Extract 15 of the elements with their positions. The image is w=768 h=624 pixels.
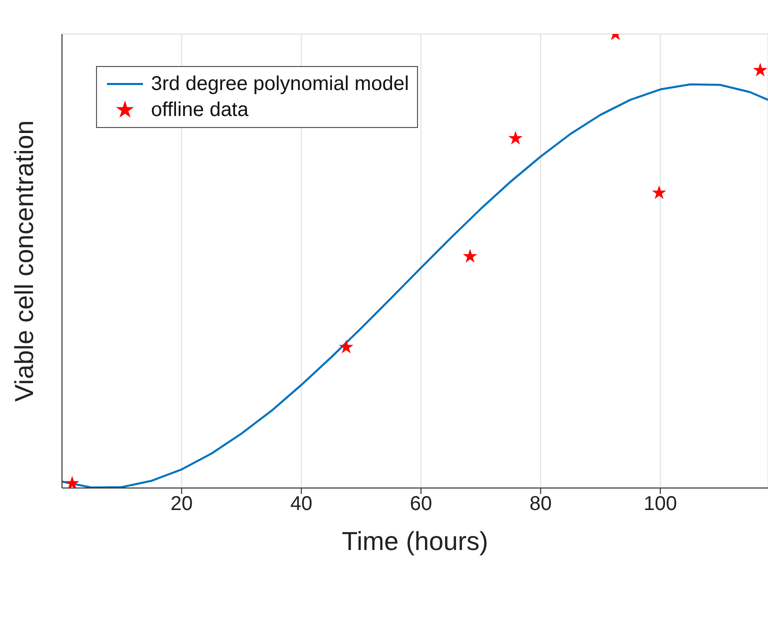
y-axis-title: Viable cell concentration	[9, 120, 40, 402]
legend-label: offline data	[151, 98, 248, 123]
x-tick-label: 20	[170, 493, 193, 516]
legend-label: 3rd degree polynomial model	[151, 72, 409, 97]
x-tick-label: 60	[410, 493, 432, 516]
point	[64, 476, 80, 488]
point	[462, 248, 478, 263]
x-axis-title: Time (hours)	[342, 526, 488, 556]
point	[652, 185, 666, 200]
point	[508, 130, 523, 145]
x-tick-label: 100	[644, 493, 677, 516]
point	[339, 340, 354, 354]
x-tick-label: 80	[530, 493, 552, 516]
x-tick-label: 40	[290, 493, 312, 516]
point	[753, 62, 768, 76]
